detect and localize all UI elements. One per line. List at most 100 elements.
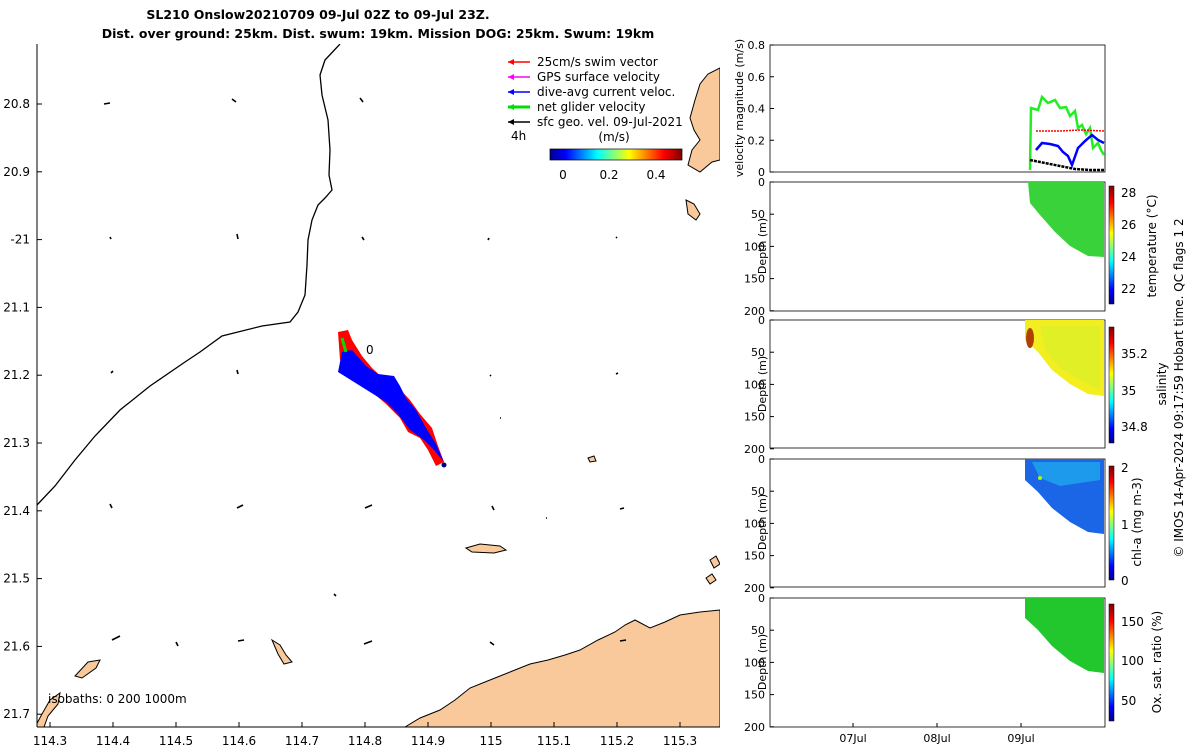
track-annotation: 0 [366, 343, 374, 357]
date-tick-label: 09Jul [1007, 732, 1034, 745]
map-y-tick-label: 21.5 [3, 572, 30, 586]
map-x-tick-label: 114.6 [222, 734, 256, 748]
cbar-tick: 1 [1121, 518, 1129, 532]
colorbar-label: (m/s) [598, 130, 629, 144]
oxygen-ylabel: Depth (m) [756, 634, 769, 690]
temperature-panel: Depth (m) 28 26 24 22 temperature (°C) [756, 181, 1159, 312]
oxygen-colorbar [1108, 603, 1115, 722]
depth-tick-label: 100 [744, 240, 765, 253]
map-y-tick-label: -21 [10, 233, 30, 247]
land-coast-north [687, 67, 720, 173]
depth-tick-label: 50 [751, 485, 765, 498]
cbar-tick: 150 [1121, 615, 1144, 629]
map-x-tick-label: 115.2 [600, 734, 634, 748]
title-line-1: SL210 Onslow20210709 09-Jul 02Z to 09-Ju… [146, 7, 489, 22]
legend-arrowhead [508, 89, 514, 95]
island [464, 543, 508, 554]
map-x-tick-label: 114.3 [33, 734, 67, 748]
temperature-colorbar [1108, 185, 1115, 305]
depth-tick-label: 100 [744, 656, 765, 669]
cbar-tick: 35 [1121, 384, 1136, 398]
legend-label: GPS surface velocity [537, 70, 660, 84]
legend-arrowhead [508, 74, 514, 80]
map-y-tick-label: 21.6 [3, 639, 30, 653]
geo-velocity-arrows [103, 97, 627, 647]
map-y-tick-label: 21.3 [3, 436, 30, 450]
map-y-tick-label: 21.2 [3, 368, 30, 382]
depth-tick-label: 100 [744, 517, 765, 530]
depth-tick-label: 100 [744, 378, 765, 391]
cbar-tick: 22 [1121, 282, 1136, 296]
map-x-tick-label: 114.9 [411, 734, 445, 748]
island [74, 659, 101, 679]
legend-arrowhead [508, 119, 514, 125]
oxygen-cbar-label: Ox. sat. ratio (%) [1150, 611, 1164, 713]
swim-vector-series [1036, 129, 1105, 132]
map-x-tick-label: 115.1 [537, 734, 571, 748]
geo-velocity-series [1029, 158, 1104, 172]
colorbar-tick: 0.4 [646, 168, 665, 182]
map-x-tick-label: 115.3 [663, 734, 697, 748]
map-y-tick-label: 21.1 [3, 300, 30, 314]
map-x-tick-label: 114.8 [348, 734, 382, 748]
depth-tick-label: 50 [751, 346, 765, 359]
map-x-ticks: 114.3 114.4 114.5 114.6 114.7 114.8 114.9 115 11… [33, 722, 697, 748]
cbar-tick: 2 [1121, 461, 1129, 475]
isobaths-label: isobaths: 0 200 1000m [48, 692, 187, 706]
map-y-tick-label: 20.8 [3, 97, 30, 111]
depth-tick-label: 0 [758, 314, 765, 327]
island [685, 199, 701, 221]
date-ticks: 07Jul 08Jul 09Jul [839, 723, 1035, 745]
map-panel: 0 [37, 44, 720, 727]
current-series [1035, 133, 1105, 169]
map-y-ticks: 20.8 20.9 -21 21.1 21.2 21.3 21.4 21.5 21.6 21.7 [3, 97, 42, 721]
island [587, 455, 597, 463]
island [705, 573, 717, 585]
colorbar-tick: 0.2 [599, 168, 618, 182]
depth-tick-label: 150 [744, 550, 765, 563]
date-tick-label: 07Jul [839, 732, 866, 745]
depth-tick-label: 50 [751, 624, 765, 637]
cbar-tick: 50 [1121, 694, 1136, 708]
depth-tick-label: 150 [744, 689, 765, 702]
depth-tick-label: 200 [744, 305, 765, 318]
map-y-tick-label: 20.9 [3, 165, 30, 179]
oxygen-panel: Depth (m) 150 100 50 Ox. sat. ratio (%) [756, 597, 1164, 728]
date-tick-label: 08Jul [923, 732, 950, 745]
depth-tick-label: 200 [744, 443, 765, 456]
temperature-ylabel: Depth (m) [756, 218, 769, 274]
temperature-cbar-label: temperature (°C) [1145, 195, 1159, 298]
map-x-tick-label: 114.7 [285, 734, 319, 748]
velocity-ylabel: velocity magnitude (m/s) [733, 39, 746, 177]
velocity-tick-label: 0.4 [748, 103, 766, 116]
net-velocity-series [1028, 94, 1106, 171]
island [270, 638, 293, 665]
legend-arrowhead [508, 104, 514, 110]
legend-label: 25cm/s swim vector [537, 55, 658, 69]
chla-colorbar [1108, 465, 1115, 581]
cbar-tick: 26 [1121, 218, 1136, 232]
legend-arrowhead [508, 59, 514, 65]
glider-track: 0 [338, 330, 447, 468]
salinity-panel: Depth (m) 35.2 35 34.8 salinity [756, 319, 1169, 449]
colorbar [549, 148, 683, 161]
current-vectors [338, 350, 444, 462]
island [37, 691, 61, 727]
velocity-tick-label: 0.2 [748, 134, 766, 147]
chla-panel: Depth (m) 2 1 0 chl-a (mg m-3) [756, 458, 1144, 588]
cbar-tick: 0 [1121, 574, 1129, 588]
depth-ticks: 0501001502000501001502000501001502000501… [744, 176, 774, 734]
cbar-tick: 28 [1121, 186, 1136, 200]
island [709, 555, 720, 569]
cbar-tick: 35.2 [1121, 347, 1148, 361]
chla-cbar-label: chl-a (mg m-3) [1130, 477, 1144, 566]
map-x-tick-label: 115 [480, 734, 503, 748]
cbar-tick: 34.8 [1121, 420, 1148, 434]
net-velocity [340, 337, 348, 353]
velocity-tick-label: 0.6 [748, 71, 766, 84]
velocity-tick-label: 0 [758, 166, 765, 179]
depth-tick-label: 0 [758, 592, 765, 605]
depth-tick-label: 200 [744, 721, 765, 734]
